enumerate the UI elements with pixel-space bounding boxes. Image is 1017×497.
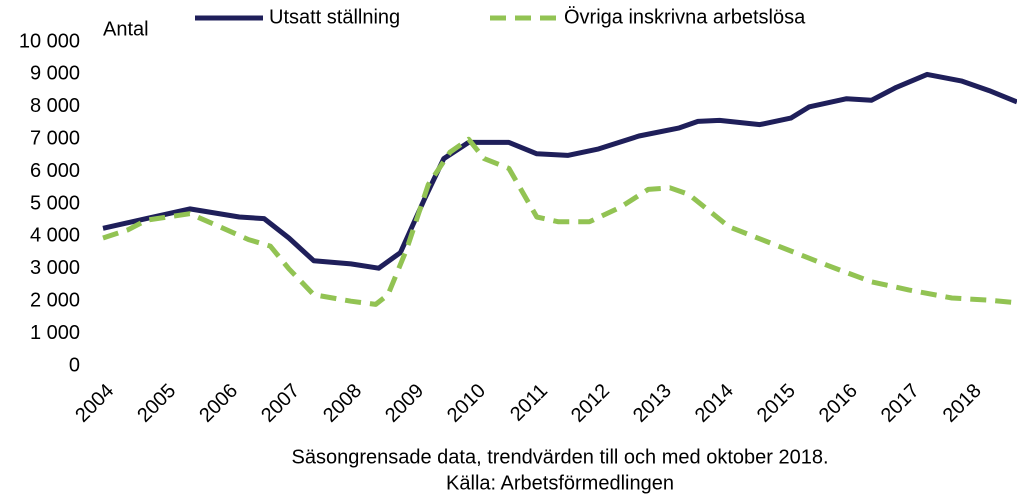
x-tick-label: 2010 [443, 380, 490, 427]
y-tick-label: 5 000 [30, 192, 80, 214]
x-tick-label: 2016 [815, 380, 862, 427]
x-tick-label: 2012 [567, 380, 614, 427]
x-tick-label: 2006 [195, 380, 242, 427]
y-tick-label: 0 [69, 354, 80, 376]
x-tick-label: 2008 [319, 380, 366, 427]
line-series [102, 71, 1017, 271]
x-tick-label: 2011 [506, 380, 552, 426]
y-tick-label: 8 000 [30, 95, 80, 117]
x-tick-label: 2009 [381, 380, 428, 427]
x-tick-label: 2017 [877, 380, 924, 427]
x-tick-label: 2013 [629, 380, 676, 427]
legend-label: Övriga inskrivna arbetslösa [564, 6, 806, 28]
x-tick-label: 2007 [257, 380, 304, 427]
y-tick-label: 7 000 [30, 127, 80, 149]
y-tick-label: 2 000 [30, 289, 80, 311]
x-tick-label: 2018 [939, 380, 986, 427]
y-tick-label: 1 000 [30, 322, 80, 344]
y-tick-label: 9 000 [30, 63, 80, 85]
line-series [102, 136, 1017, 307]
y-tick-label: 6 000 [30, 160, 80, 182]
y-tick-label: 3 000 [30, 257, 80, 279]
legend-label: Utsatt ställning [269, 6, 400, 28]
note: Källa: Arbetsförmedlingen [446, 472, 674, 494]
x-tick-label: 2004 [71, 380, 118, 427]
y-tick-label: 10 000 [19, 30, 80, 52]
x-tick-label: 2005 [133, 380, 180, 427]
y-axis-label: Antal [103, 18, 149, 40]
y-tick-label: 4 000 [30, 225, 80, 247]
x-tick-label: 2014 [691, 380, 738, 427]
x-tick-label: 2015 [753, 380, 800, 427]
note: Säsongrensade data, trendvärden till och… [291, 446, 828, 468]
